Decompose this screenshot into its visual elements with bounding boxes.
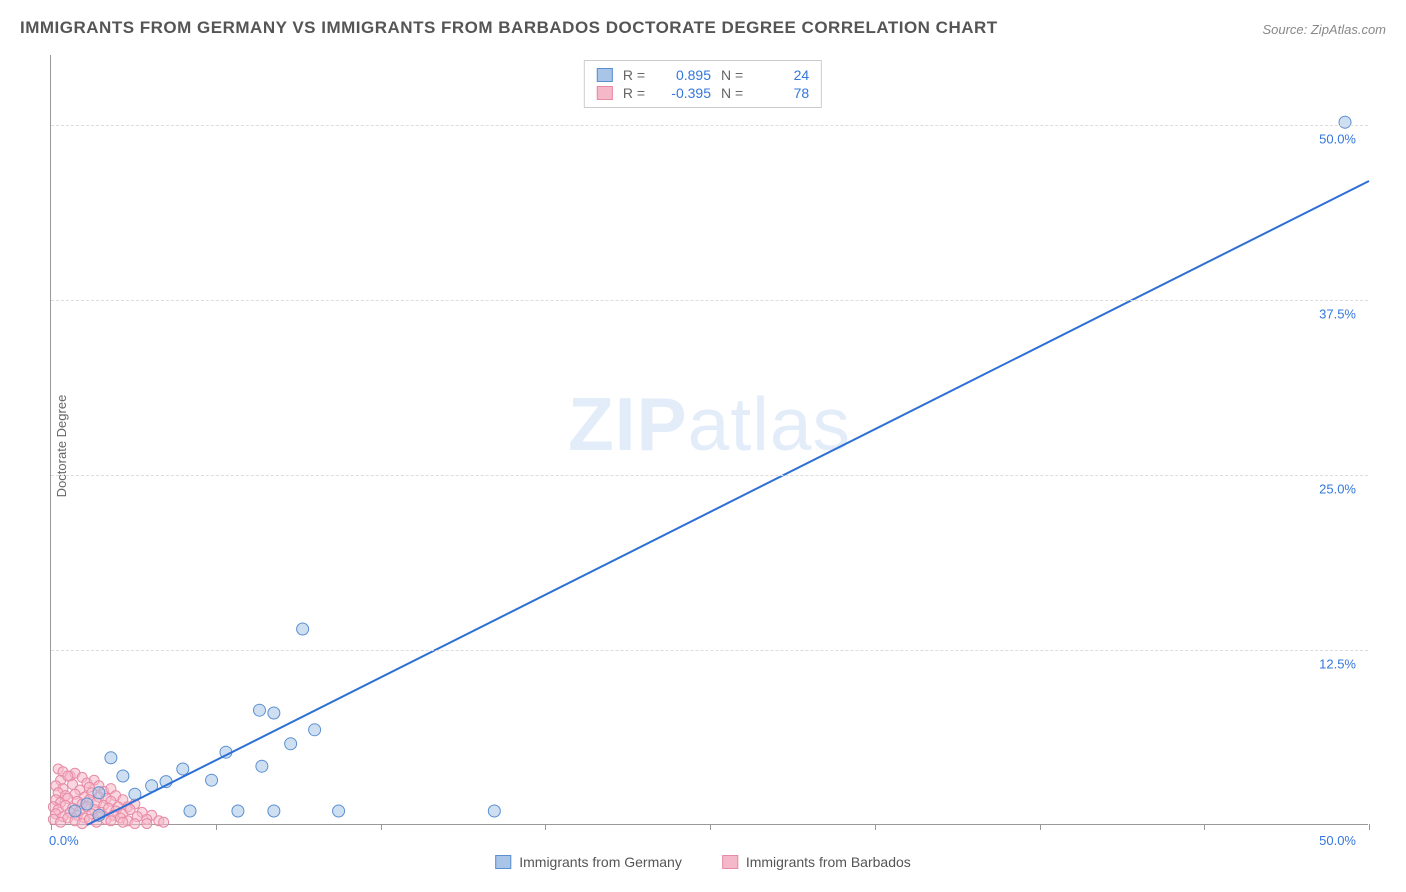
data-point bbox=[309, 724, 321, 736]
data-point bbox=[130, 819, 140, 829]
data-point bbox=[142, 819, 152, 829]
data-point bbox=[106, 816, 116, 826]
plot-svg bbox=[51, 55, 1368, 824]
y-tick-label: 50.0% bbox=[1319, 132, 1356, 147]
series-legend: Immigrants from Germany Immigrants from … bbox=[495, 854, 911, 870]
legend-label-barbados: Immigrants from Barbados bbox=[746, 854, 911, 870]
data-point bbox=[268, 707, 280, 719]
swatch-barbados-bottom bbox=[722, 855, 738, 869]
gridline-h bbox=[51, 475, 1368, 476]
data-point bbox=[105, 752, 117, 764]
data-point bbox=[297, 623, 309, 635]
data-point bbox=[206, 774, 218, 786]
data-point bbox=[118, 817, 128, 827]
x-tick bbox=[216, 824, 217, 830]
legend-row-germany: R = 0.895 N = 24 bbox=[597, 66, 809, 84]
legend-n-label-2: N = bbox=[721, 85, 743, 101]
data-point bbox=[184, 805, 196, 817]
data-point bbox=[285, 738, 297, 750]
plot-area: ZIPatlas 12.5%25.0%37.5%50.0%0.0%50.0% bbox=[50, 55, 1368, 825]
legend-item-germany: Immigrants from Germany bbox=[495, 854, 682, 870]
source-attribution: Source: ZipAtlas.com bbox=[1262, 22, 1386, 37]
chart-title: IMMIGRANTS FROM GERMANY VS IMMIGRANTS FR… bbox=[20, 18, 998, 38]
data-point bbox=[69, 805, 81, 817]
data-point bbox=[159, 817, 169, 827]
data-point bbox=[81, 798, 93, 810]
data-point bbox=[333, 805, 345, 817]
legend-n-germany: 24 bbox=[753, 67, 809, 83]
x-tick bbox=[710, 824, 711, 830]
y-tick-label: 37.5% bbox=[1319, 307, 1356, 322]
y-tick-label: 25.0% bbox=[1319, 482, 1356, 497]
legend-r-label-2: R = bbox=[623, 85, 645, 101]
x-min-label: 0.0% bbox=[49, 833, 79, 848]
x-tick bbox=[545, 824, 546, 830]
legend-row-barbados: R = -0.395 N = 78 bbox=[597, 84, 809, 102]
x-tick bbox=[1369, 824, 1370, 830]
legend-r-label: R = bbox=[623, 67, 645, 83]
swatch-germany-bottom bbox=[495, 855, 511, 869]
x-tick bbox=[1040, 824, 1041, 830]
legend-label-germany: Immigrants from Germany bbox=[519, 854, 682, 870]
data-point bbox=[268, 805, 280, 817]
swatch-germany bbox=[597, 68, 613, 82]
data-point bbox=[177, 763, 189, 775]
gridline-h bbox=[51, 650, 1368, 651]
legend-r-barbados: -0.395 bbox=[655, 85, 711, 101]
data-point bbox=[93, 787, 105, 799]
trendline bbox=[87, 181, 1369, 825]
x-tick bbox=[875, 824, 876, 830]
data-point bbox=[117, 770, 129, 782]
x-tick bbox=[1204, 824, 1205, 830]
legend-n-barbados: 78 bbox=[753, 85, 809, 101]
data-point bbox=[253, 704, 265, 716]
data-point bbox=[256, 760, 268, 772]
gridline-h bbox=[51, 125, 1368, 126]
gridline-h bbox=[51, 300, 1368, 301]
data-point bbox=[488, 805, 500, 817]
data-point bbox=[232, 805, 244, 817]
x-tick bbox=[51, 824, 52, 830]
swatch-barbados bbox=[597, 86, 613, 100]
legend-item-barbados: Immigrants from Barbados bbox=[722, 854, 911, 870]
correlation-legend: R = 0.895 N = 24 R = -0.395 N = 78 bbox=[584, 60, 822, 108]
legend-n-label: N = bbox=[721, 67, 743, 83]
data-point bbox=[1339, 116, 1351, 128]
y-tick-label: 12.5% bbox=[1319, 657, 1356, 672]
legend-r-germany: 0.895 bbox=[655, 67, 711, 83]
chart-container: IMMIGRANTS FROM GERMANY VS IMMIGRANTS FR… bbox=[0, 0, 1406, 892]
x-max-label: 50.0% bbox=[1319, 833, 1356, 848]
x-tick bbox=[381, 824, 382, 830]
